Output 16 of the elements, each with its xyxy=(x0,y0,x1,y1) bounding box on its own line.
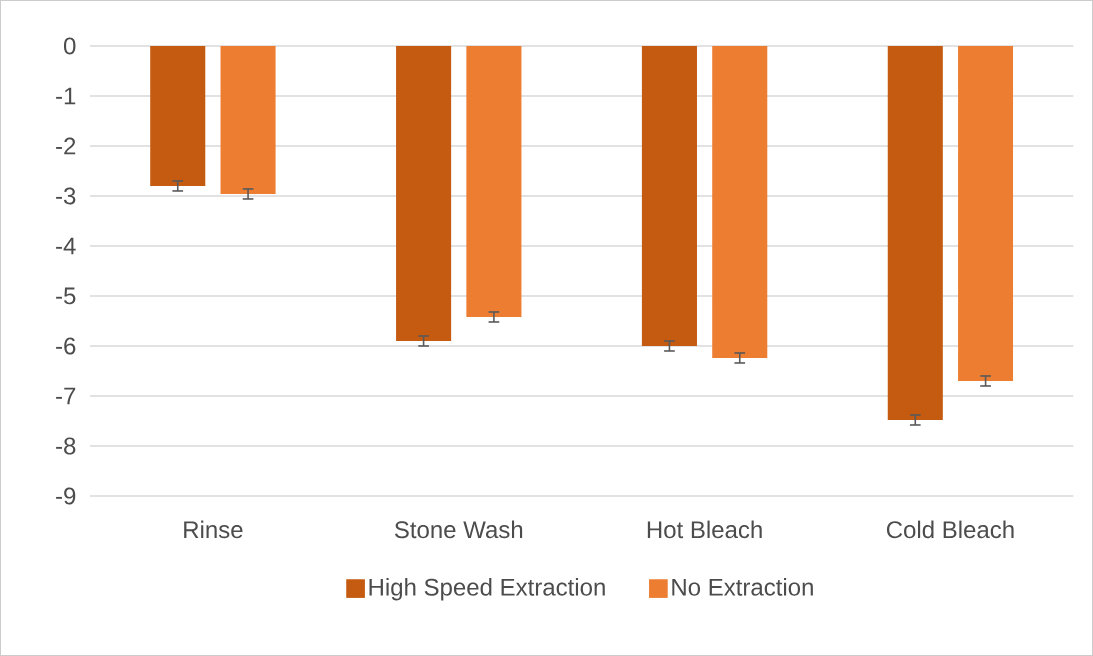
y-tick-label: -7 xyxy=(56,387,76,405)
y-tick-label: -6 xyxy=(56,337,76,355)
y-tick-label: -8 xyxy=(56,437,76,455)
x-tick-label: Cold Bleach xyxy=(886,520,1014,539)
y-tick-label: -3 xyxy=(56,187,76,205)
y-tick-label: -2 xyxy=(56,137,76,155)
x-tick-label: Rinse xyxy=(184,520,243,539)
y-tick-label: 0 xyxy=(63,37,76,55)
legend-label: High Speed Extraction xyxy=(369,578,605,601)
legend-label: No Extraction xyxy=(672,578,813,596)
y-tick-label: -5 xyxy=(56,287,76,305)
x-tick-label: Stone Wash xyxy=(394,520,523,539)
y-tick-label: -4 xyxy=(56,237,76,255)
y-tick-label: -1 xyxy=(56,87,76,105)
y-tick-label: -9 xyxy=(56,487,76,505)
x-tick-label: Hot Bleach xyxy=(647,520,762,539)
